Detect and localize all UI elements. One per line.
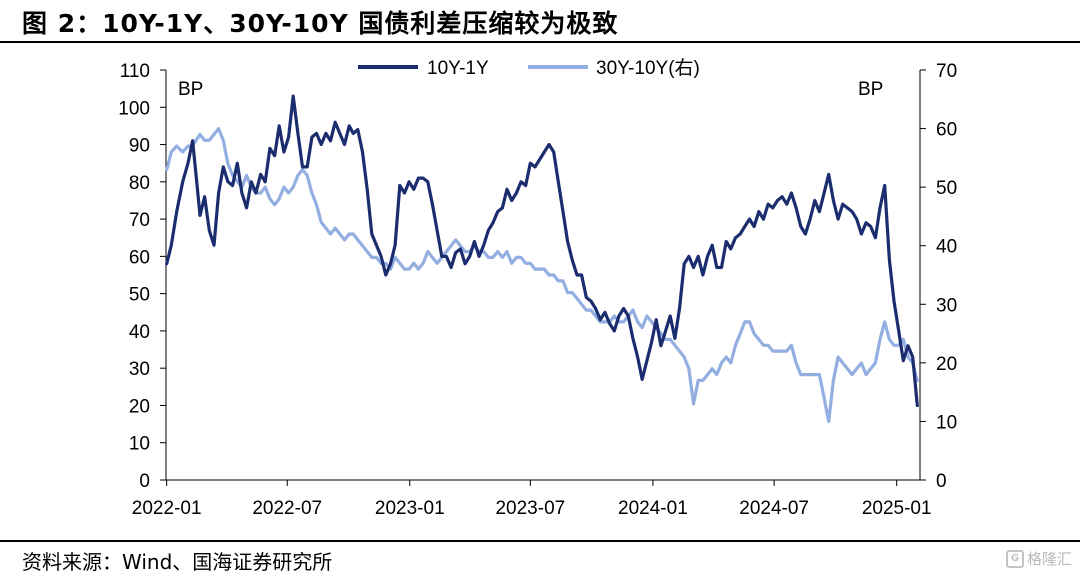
left-axis-unit: BP (178, 79, 203, 100)
title-rule (0, 41, 1080, 43)
right-axis-tick-label: 30 (936, 295, 957, 316)
figure-title: 图 2：10Y-1Y、30Y-10Y 国债利差压缩较为极致 (22, 9, 619, 38)
left-axis-tick-label: 0 (139, 471, 150, 492)
left-axis-tick-label: 60 (129, 247, 150, 268)
right-axis-tick-label: 60 (936, 120, 957, 141)
watermark-logo-icon: G (1005, 549, 1024, 568)
legend-label-10y-1y: 10Y-1Y (427, 58, 489, 79)
right-axis-tick-label: 10 (936, 412, 957, 433)
x-axis-tick-label: 2025-01 (862, 498, 932, 519)
x-axis-tick-label: 2024-07 (739, 498, 809, 519)
legend: 10Y-1Y 30Y-10Y(右) (358, 57, 700, 79)
right-axis-tick-label: 40 (936, 237, 957, 258)
plot-frame (165, 70, 921, 481)
x-axis-tick-label: 2024-01 (618, 498, 688, 519)
series-line-10y-1y (165, 94, 919, 408)
left-axis-tick-label: 100 (118, 98, 150, 119)
line-chart: 0 10 20 30 40 50 60 70 80 90 100 110 0 10 20 30 40 50 60 70… (118, 57, 957, 519)
right-axis-unit: BP (858, 79, 883, 100)
x-axis-tick-label: 2022-07 (252, 498, 322, 519)
left-axis-tick-label: 20 (129, 396, 150, 417)
right-axis-tick-label: 20 (936, 354, 957, 375)
series-line-30y-10y (165, 127, 919, 423)
source-rule (0, 540, 1080, 542)
x-axis-tick-label: 2023-07 (495, 498, 565, 519)
right-axis-tick-label: 70 (936, 61, 957, 82)
source-note: 资料来源：Wind、国海证券研究所 (22, 550, 333, 574)
right-axis-tick-label: 0 (936, 471, 947, 492)
watermark-text: 格隆汇 (1026, 550, 1072, 568)
left-axis-tick-label: 70 (129, 210, 150, 231)
left-axis-tick-label: 30 (129, 359, 150, 380)
left-axis-tick-label: 10 (129, 434, 150, 455)
left-axis-tick-label: 40 (129, 322, 150, 343)
axes-ticks: 0 10 20 30 40 50 60 70 80 90 100 110 0 10 20 30 40 50 60 70… (118, 61, 957, 519)
right-axis-tick-label: 50 (936, 178, 957, 199)
watermark: G 格隆汇 (1005, 548, 1072, 569)
series-layer (165, 94, 919, 423)
left-axis-tick-label: 80 (129, 173, 150, 194)
left-axis-tick-label: 110 (120, 61, 150, 82)
legend-label-30y-10y: 30Y-10Y(右) (596, 57, 700, 79)
left-axis-tick-label: 90 (129, 136, 150, 157)
x-axis-tick-label: 2022-01 (132, 498, 202, 519)
x-axis-tick-label: 2023-01 (375, 498, 445, 519)
left-axis-tick-label: 50 (129, 285, 150, 306)
